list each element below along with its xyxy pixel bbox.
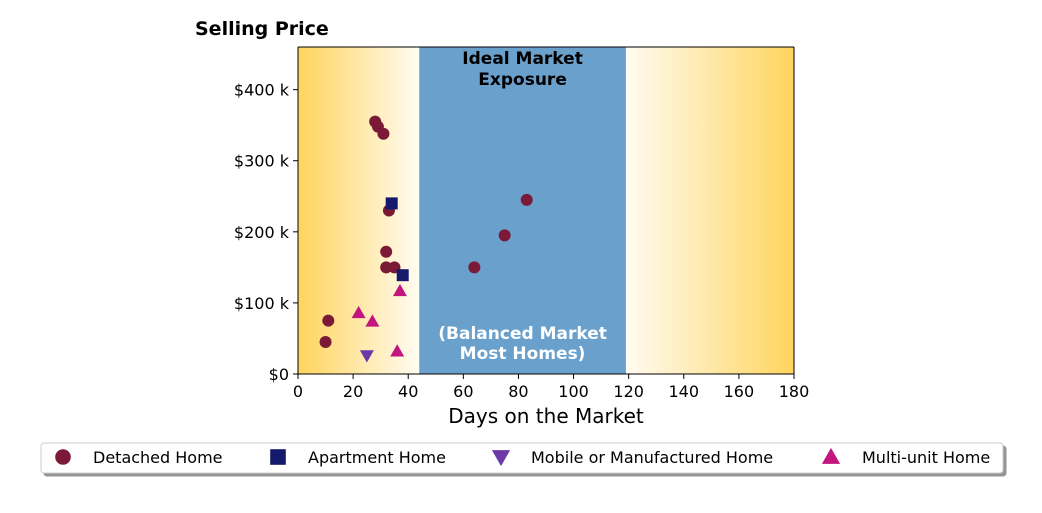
legend-label-3: Multi-unit Home	[862, 448, 990, 467]
gradient-left	[298, 47, 420, 374]
band-subtitle-line-2: Most Homes)	[460, 344, 586, 364]
x-tick-label-2: 40	[398, 382, 418, 401]
legend: Detached Home Apartment Home Mobile or Man…	[40, 442, 1004, 474]
x-tick-label-4: 80	[508, 382, 528, 401]
x-tick-label-7: 140	[669, 382, 700, 401]
x-tick-label-8: 160	[724, 382, 755, 401]
band-title-line-2: Exposure	[478, 70, 567, 90]
x-tick-label-5: 100	[558, 382, 589, 401]
legend-label-0: Detached Home	[93, 448, 223, 467]
x-tick-label-6: 120	[613, 382, 644, 401]
data-point-2-0	[359, 350, 374, 363]
legend-marker-0	[55, 449, 71, 465]
x-tick-label-3: 60	[453, 382, 473, 401]
data-point-0-6	[380, 245, 393, 258]
y-tick-label-4: $400 k	[234, 81, 290, 100]
band-subtitle-line-1: (Balanced Market	[438, 324, 607, 344]
data-point-0-1	[322, 314, 335, 327]
legend-label-2: Mobile or Manufactured Home	[531, 448, 773, 467]
legend-marker-1	[270, 449, 286, 465]
x-tick-label-1: 20	[343, 382, 363, 401]
y-tick-label-1: $100 k	[234, 294, 290, 313]
y-tick-label-2: $200 k	[234, 223, 290, 242]
legend-marker-3	[821, 447, 841, 464]
chart-title: Selling Price	[195, 18, 329, 40]
ideal-market-band: Ideal Market Exposure (Balanced Market M…	[419, 47, 626, 374]
x-tick-label-0: 0	[293, 382, 303, 401]
data-point-3-3	[390, 344, 405, 357]
axes: 0 20 40 60 80 100 120 140 160 180 $0 $100 k $200 k $3…	[234, 46, 810, 401]
legend-marker-2	[491, 450, 511, 467]
data-point-0-9	[468, 261, 481, 274]
gradient-right	[625, 47, 794, 374]
data-point-1-1	[396, 269, 409, 282]
data-point-1-0	[385, 197, 398, 210]
data-point-3-0	[351, 305, 366, 319]
data-point-0-4	[377, 127, 390, 140]
data-point-0-11	[520, 193, 533, 206]
data-point-0-10	[498, 229, 511, 242]
data-point-3-2	[392, 283, 407, 297]
legend-label-1: Apartment Home	[308, 448, 446, 467]
data-points	[319, 115, 533, 363]
y-tick-label-3: $300 k	[234, 152, 290, 171]
y-tick-label-0: $0	[269, 365, 289, 384]
data-point-0-0	[319, 336, 332, 349]
data-point-0-7	[380, 261, 393, 274]
data-point-3-1	[365, 314, 380, 327]
x-axis-label: Days on the Market	[448, 404, 644, 428]
band-rect	[419, 47, 626, 374]
x-tick-label-9: 180	[779, 382, 810, 401]
band-title-line-1: Ideal Market	[462, 49, 583, 69]
